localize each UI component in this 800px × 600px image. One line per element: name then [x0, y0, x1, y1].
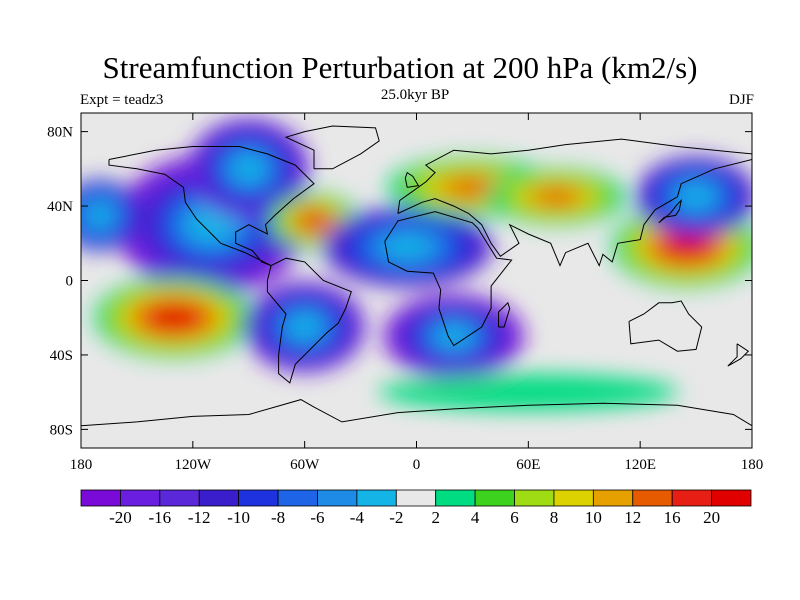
time-label: 25.0kyr BP	[380, 87, 450, 103]
colorbar-swatch	[711, 489, 752, 507]
x-tick-label: 0	[413, 457, 421, 473]
colorbar-label: -10	[227, 508, 250, 527]
colorbar-label: 6	[510, 508, 519, 527]
contour-level	[535, 188, 577, 205]
x-tick-label: 60W	[290, 457, 320, 473]
coastline-madagascar	[498, 301, 511, 328]
plot-area	[81, 113, 752, 448]
contour-level	[678, 185, 714, 209]
field-south-america-low	[244, 282, 365, 373]
colorbar-label: 8	[550, 508, 559, 527]
colorbar-swatch	[632, 489, 673, 507]
colorbar-swatch	[514, 489, 555, 507]
colorbar: -20 -16 -12 -10 -8 -6 -4 -2 2 4 6 8 10 12 16 20	[80, 489, 752, 527]
colorbar-swatch	[592, 489, 634, 507]
coastlines	[81, 125, 752, 427]
colorbar-label: 20	[703, 508, 720, 527]
colorbar-swatch	[120, 489, 161, 507]
contour-level	[378, 374, 679, 411]
colorbar-swatch	[317, 489, 358, 507]
field-south-pacific-high	[94, 277, 255, 358]
y-tick-label: 40S	[50, 348, 73, 364]
colorbar-swatch	[474, 489, 515, 507]
contour-level	[667, 236, 706, 258]
contour-level	[187, 206, 236, 243]
field-asia-high	[486, 168, 627, 225]
colorbar-swatch	[238, 489, 279, 507]
coastline-antarctica	[81, 399, 752, 427]
colorbar-label: -20	[109, 508, 132, 527]
colorbar-label: -8	[271, 508, 285, 527]
colorbar-swatch	[671, 489, 712, 507]
y-tick-label: 40N	[47, 199, 73, 215]
colorbar-swatch	[435, 489, 476, 507]
colorbar-label: 16	[664, 508, 681, 527]
x-tick-label: 180	[70, 457, 93, 473]
y-axis: 80N 40N 0 40S 80S	[47, 125, 752, 438]
chart-title: Streamfunction Perturbation at 200 hPa (…	[102, 50, 698, 85]
coastline-greenland	[284, 125, 380, 170]
x-tick-label: 120W	[174, 457, 212, 473]
colorbar-label: -4	[350, 508, 365, 527]
contour-level	[382, 235, 432, 259]
field-north-pacific-low	[636, 156, 752, 237]
colorbar-swatch	[198, 489, 240, 507]
x-axis: 180 120W 60W 0 60E 120E 180	[70, 113, 764, 473]
colorbar-label: -12	[188, 508, 211, 527]
field-north-atlantic-high	[268, 192, 359, 249]
contour-level	[301, 213, 327, 229]
coastline-australia	[628, 300, 703, 352]
season-label: DJF	[728, 92, 754, 108]
coastline-new-zealand	[727, 343, 750, 367]
contour-level	[153, 307, 195, 328]
experiment-label: Expt = teadz3	[80, 92, 164, 108]
colorbar-swatch	[80, 489, 121, 507]
y-tick-label: 0	[66, 274, 74, 290]
contour-level	[435, 325, 472, 348]
y-tick-label: 80N	[47, 125, 73, 141]
colorbar-label: -6	[310, 508, 324, 527]
coastline-north-america	[108, 146, 315, 267]
coastline-japan	[658, 199, 683, 224]
x-tick-label: 180	[741, 457, 764, 473]
colorbar-swatch	[277, 489, 318, 507]
y-tick-label: 80S	[50, 422, 73, 438]
contour-level	[288, 314, 321, 340]
contour-level	[86, 204, 113, 227]
coastline-africa	[384, 211, 513, 347]
contour-level	[447, 178, 498, 197]
colorbar-label: -16	[148, 508, 171, 527]
field-southern-ocean-high	[378, 374, 679, 411]
coastline-south-america	[266, 257, 352, 384]
field-northeast-pacific-low	[81, 180, 140, 251]
colorbar-swatch	[159, 489, 200, 507]
coastline-uk	[404, 171, 420, 188]
colorbar-label: 10	[585, 508, 602, 527]
colorbar-label: -2	[389, 508, 403, 527]
colorbar-swatch	[553, 489, 594, 507]
coastline-eurasia	[397, 138, 752, 267]
colorbar-label: 2	[431, 508, 440, 527]
colorbar-label: 4	[471, 508, 480, 527]
contour-level	[232, 155, 266, 183]
colorbar-swatch	[356, 489, 397, 507]
colorbar-label: 12	[624, 508, 641, 527]
field-southern-africa-low	[383, 294, 524, 379]
field-africa-equatorial-low	[322, 207, 493, 287]
x-tick-label: 60E	[516, 457, 540, 473]
colorbar-swatch	[395, 489, 437, 507]
x-tick-label: 120E	[624, 457, 656, 473]
